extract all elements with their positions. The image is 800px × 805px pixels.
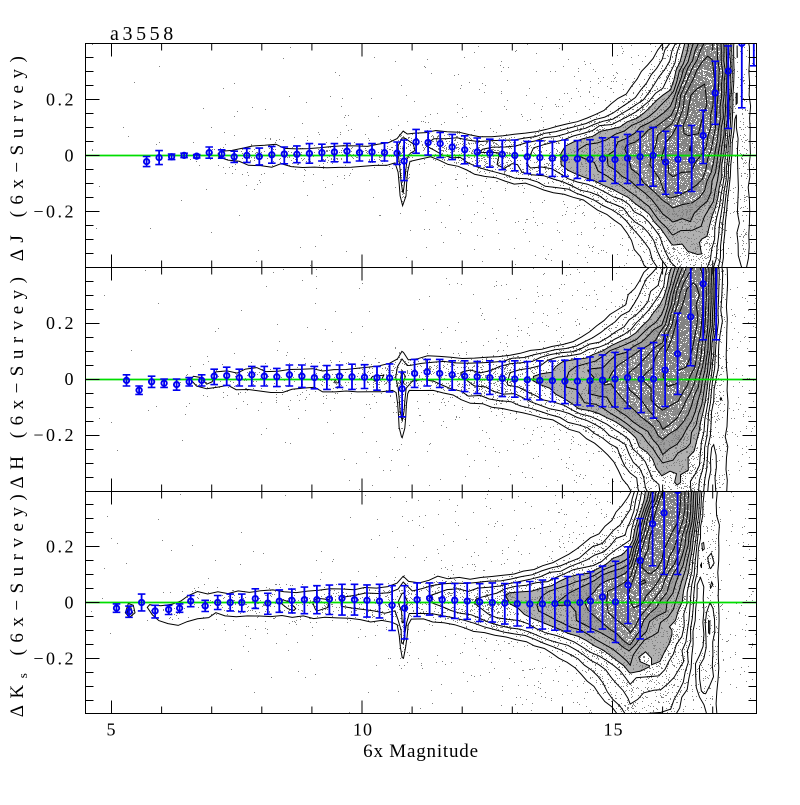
- svg-text:−0.2: −0.2: [33, 649, 76, 669]
- svg-text:0: 0: [65, 145, 77, 165]
- svg-text:−0.2: −0.2: [33, 201, 76, 221]
- svg-text:0: 0: [65, 369, 77, 389]
- svg-text:10: 10: [353, 720, 373, 740]
- svg-text:−0.2: −0.2: [33, 425, 76, 445]
- svg-text:ΔH (6x−Survey): ΔH (6x−Survey): [7, 271, 28, 489]
- svg-text:0.2: 0.2: [46, 537, 76, 557]
- svg-text:0: 0: [65, 593, 77, 613]
- svg-text:ΔKs (6x−Survey): ΔKs (6x−Survey): [7, 488, 30, 717]
- svg-text:6x Magnitude: 6x Magnitude: [363, 741, 479, 762]
- svg-text:0.2: 0.2: [46, 89, 76, 109]
- svg-text:a3558: a3558: [110, 23, 177, 45]
- svg-text:5: 5: [107, 720, 117, 740]
- svg-text:0.2: 0.2: [46, 313, 76, 333]
- svg-text:15: 15: [604, 720, 624, 740]
- svg-text:ΔJ (6x−Survey): ΔJ (6x−Survey): [7, 50, 28, 262]
